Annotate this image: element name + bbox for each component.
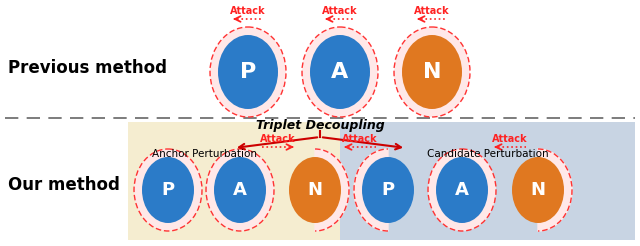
Ellipse shape	[214, 157, 266, 223]
Ellipse shape	[206, 149, 274, 231]
Text: Attack: Attack	[230, 6, 266, 16]
Text: Our method: Our method	[8, 176, 120, 194]
Text: P: P	[161, 181, 175, 199]
Ellipse shape	[436, 157, 488, 223]
Text: P: P	[240, 62, 256, 82]
Text: Attack: Attack	[322, 6, 358, 16]
Text: Anchor Perturbation: Anchor Perturbation	[152, 149, 257, 159]
Ellipse shape	[210, 27, 286, 117]
Polygon shape	[538, 149, 572, 231]
Polygon shape	[354, 149, 388, 231]
Text: Attack: Attack	[260, 134, 296, 144]
Ellipse shape	[402, 35, 462, 109]
Text: Triplet Decoupling: Triplet Decoupling	[255, 120, 385, 133]
Ellipse shape	[512, 157, 564, 223]
Ellipse shape	[134, 149, 202, 231]
Text: Attack: Attack	[492, 134, 528, 144]
Text: A: A	[332, 62, 349, 82]
Text: Attack: Attack	[342, 134, 378, 144]
Polygon shape	[315, 149, 349, 231]
Ellipse shape	[310, 35, 370, 109]
Bar	[340, 122, 635, 240]
Text: Previous method: Previous method	[8, 59, 167, 77]
Text: N: N	[531, 181, 545, 199]
Text: A: A	[233, 181, 247, 199]
Ellipse shape	[218, 35, 278, 109]
Ellipse shape	[142, 157, 194, 223]
Ellipse shape	[362, 157, 414, 223]
Ellipse shape	[289, 157, 341, 223]
Text: P: P	[381, 181, 395, 199]
Text: A: A	[455, 181, 469, 199]
Bar	[128, 122, 340, 240]
Ellipse shape	[302, 27, 378, 117]
Ellipse shape	[394, 27, 470, 117]
Text: Candidate Perturbation: Candidate Perturbation	[427, 149, 549, 159]
Text: Attack: Attack	[414, 6, 450, 16]
Ellipse shape	[428, 149, 496, 231]
Text: N: N	[423, 62, 441, 82]
Text: N: N	[307, 181, 323, 199]
